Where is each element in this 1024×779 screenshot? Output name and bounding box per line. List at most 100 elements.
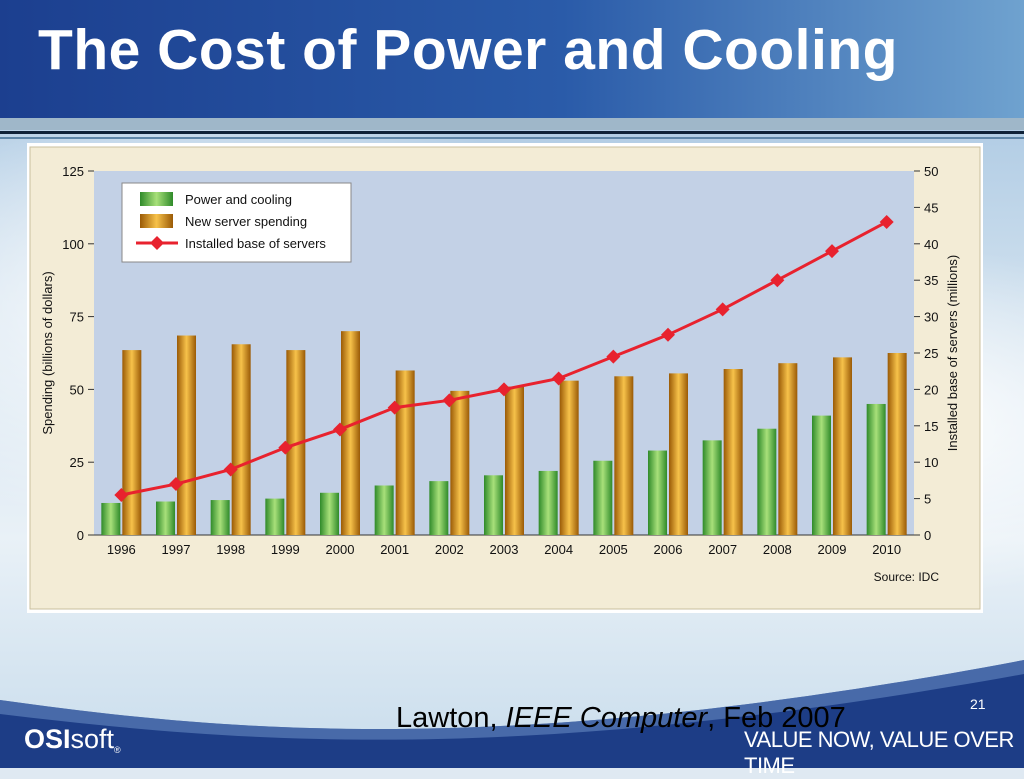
bar-new-server-spending — [669, 373, 688, 535]
x-tick-label: 2009 — [818, 542, 847, 557]
bar-new-server-spending — [395, 370, 415, 535]
y2-tick-label: 20 — [924, 382, 938, 397]
x-tick-label: 2002 — [435, 542, 464, 557]
y-tick-label: 125 — [62, 164, 84, 179]
marker-installed-base — [278, 440, 293, 455]
x-tick-label: 2005 — [599, 542, 628, 557]
slide-title: The Cost of Power and Cooling — [38, 18, 898, 82]
y2-tick-label: 35 — [924, 273, 938, 288]
legend-label-installed-base: Installed base of servers — [185, 236, 326, 251]
x-tick-label: 2010 — [872, 542, 901, 557]
marker-installed-base — [442, 393, 457, 408]
bar-new-server-spending — [122, 350, 142, 535]
citation: Lawton, IEEE Computer, Feb 2007 — [396, 702, 846, 735]
bar-power-cooling — [757, 428, 777, 535]
y2-axis-title: Installed base of servers (millions) — [945, 255, 960, 452]
bar-new-server-spending — [833, 357, 852, 535]
header-divider — [0, 118, 1024, 130]
legend-label-new-server-spending: New server spending — [185, 214, 307, 229]
legend-swatch-new-server-spending — [140, 214, 173, 228]
x-tick-label: 1999 — [271, 542, 300, 557]
bar-new-server-spending — [231, 344, 251, 535]
marker-installed-base — [223, 462, 238, 477]
citation-author: Lawton, — [396, 702, 506, 734]
legend-swatch-power-cooling — [140, 192, 173, 206]
bar-new-server-spending — [177, 335, 196, 535]
marker-installed-base — [169, 477, 183, 492]
y-tick-label: 25 — [70, 455, 84, 470]
y-tick-label: 50 — [70, 382, 84, 397]
bar-new-server-spending — [559, 380, 579, 535]
bar-power-cooling — [812, 415, 831, 535]
y2-tick-label: 5 — [924, 492, 931, 507]
bar-power-cooling — [374, 485, 394, 535]
marker-installed-base — [879, 214, 894, 229]
bar-power-cooling — [265, 498, 285, 535]
bar-power-cooling — [101, 502, 121, 535]
bar-new-server-spending — [286, 350, 306, 535]
bar-power-cooling — [210, 500, 230, 535]
y2-tick-label: 40 — [924, 237, 938, 252]
bar-power-cooling — [866, 403, 886, 535]
logo-registered-mark: ® — [114, 745, 121, 755]
bar-power-cooling — [702, 440, 722, 535]
chart-frame: 0 25 50 75 100 125 0 5 10 15 20 25 30 35 40 45 50 Spendin… — [27, 143, 983, 613]
title-bar: The Cost of Power and Cooling — [0, 0, 1024, 118]
citation-date: , Feb 2007 — [707, 702, 846, 734]
x-tick-label: 1996 — [107, 542, 136, 557]
x-tick-label: 2003 — [490, 542, 519, 557]
x-tick-label: 2000 — [326, 542, 355, 557]
citation-journal: IEEE Computer — [505, 702, 708, 734]
bar-new-server-spending — [723, 369, 743, 535]
chart: 0 25 50 75 100 125 0 5 10 15 20 25 30 35 40 45 50 Spendin… — [29, 146, 981, 610]
marker-installed-base — [497, 382, 511, 397]
bar-power-cooling — [484, 475, 503, 535]
x-tick-label: 1998 — [216, 542, 245, 557]
bar-power-cooling — [593, 460, 613, 535]
y2-tick-label: 10 — [924, 455, 938, 470]
marker-installed-base — [551, 371, 566, 386]
footer-wave — [0, 660, 1024, 768]
bar-new-server-spending — [887, 353, 907, 535]
x-tick-label: 2001 — [380, 542, 409, 557]
x-tick-label: 2007 — [708, 542, 737, 557]
bar-new-server-spending — [450, 390, 470, 535]
header-divider-thin — [0, 137, 1024, 139]
marker-installed-base — [333, 422, 347, 437]
bar-new-server-spending — [341, 331, 360, 535]
legend-label-power-cooling: Power and cooling — [185, 192, 292, 207]
bar-power-cooling — [648, 450, 667, 535]
marker-installed-base — [825, 244, 839, 259]
bar-new-server-spending — [505, 386, 524, 535]
bar-new-server-spending — [778, 363, 798, 535]
legend-marker-installed-base — [150, 236, 164, 250]
y2-tick-label: 15 — [924, 419, 938, 434]
x-tick-label: 2004 — [544, 542, 573, 557]
y2-tick-label: 50 — [924, 164, 938, 179]
chart-source: Source: IDC — [874, 570, 940, 584]
marker-installed-base — [606, 349, 621, 364]
tagline: VALUE NOW, VALUE OVER TIME — [744, 727, 1014, 778]
marker-installed-base — [661, 327, 675, 342]
slide-number: 21 — [970, 696, 986, 712]
bar-power-cooling — [320, 492, 339, 535]
y2-tick-label: 30 — [924, 310, 938, 325]
y-tick-label: 0 — [77, 528, 84, 543]
y2-tick-label: 45 — [924, 200, 938, 215]
logo-bold-text: OSI — [24, 724, 71, 754]
marker-installed-base — [770, 273, 785, 288]
header-divider-dark — [0, 131, 1024, 134]
x-tick-label: 1997 — [162, 542, 191, 557]
osisoft-logo: OSIsoft® — [24, 724, 121, 755]
y2-tick-label: 0 — [924, 528, 931, 543]
bar-power-cooling — [429, 481, 449, 535]
marker-installed-base — [114, 487, 129, 502]
y-tick-label: 100 — [62, 237, 84, 252]
bar-power-cooling — [538, 470, 558, 535]
marker-installed-base — [715, 302, 730, 317]
y-tick-label: 75 — [70, 310, 84, 325]
x-tick-label: 2008 — [763, 542, 792, 557]
y-axis-title: Spending (billions of dollars) — [40, 271, 55, 434]
marker-installed-base — [387, 400, 402, 415]
y2-tick-label: 25 — [924, 346, 938, 361]
